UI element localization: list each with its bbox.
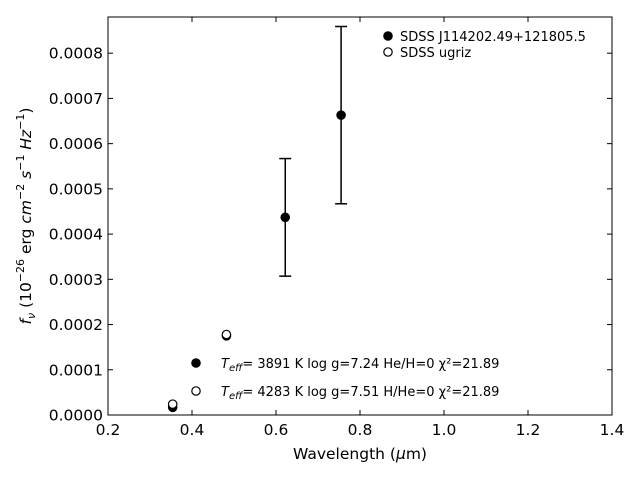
x-tick-label: 1.2 <box>516 421 541 439</box>
legend-label: SDSS ugriz <box>400 46 471 61</box>
x-tick-label: 0.8 <box>348 421 373 439</box>
y-axis-label: fν (10−26 erg cm−2 s−1 Hz−1) <box>14 108 38 325</box>
x-tick-label: 1.0 <box>432 421 457 439</box>
y-tick-label: 0.0003 <box>49 271 103 289</box>
y-tick-label: 0.0000 <box>49 407 103 425</box>
x-axis-label: Wavelength (μm) <box>293 445 427 463</box>
model-annotations: Teff= 3891 K log g=7.24 He/H=0 χ²=21.89 T… <box>191 357 499 402</box>
y-tick-label: 0.0007 <box>49 90 103 108</box>
y-tick-label: 0.0005 <box>49 180 103 198</box>
data-point-open <box>221 329 232 340</box>
y-tick-label: 0.0002 <box>49 316 103 334</box>
annotation-marker <box>191 386 201 396</box>
annotation-text: Teff= 4283 K log g=7.51 H/He=0 χ²=21.89 <box>221 385 499 402</box>
y-tick-label: 0.0006 <box>49 135 103 153</box>
legend-marker <box>383 31 393 41</box>
x-tick-label: 0.2 <box>96 421 121 439</box>
legend-label: SDSS J114202.49+121805.5 <box>400 30 586 45</box>
annotation-marker <box>191 358 201 368</box>
x-tick-label: 0.4 <box>180 421 205 439</box>
x-tick-label: 0.6 <box>264 421 289 439</box>
x-tick-label: 1.4 <box>600 421 625 439</box>
data-point-filled <box>336 110 346 120</box>
y-tick-label: 0.0001 <box>49 361 103 379</box>
annotation-text: Teff= 3891 K log g=7.24 He/H=0 χ²=21.89 <box>221 357 499 374</box>
y-tick-label: 0.0004 <box>49 226 103 244</box>
plot-area <box>107 16 613 416</box>
data-point-filled <box>280 212 291 223</box>
data-point-open <box>167 399 178 409</box>
legend-marker <box>383 47 393 57</box>
y-tick-label: 0.0008 <box>49 45 103 63</box>
